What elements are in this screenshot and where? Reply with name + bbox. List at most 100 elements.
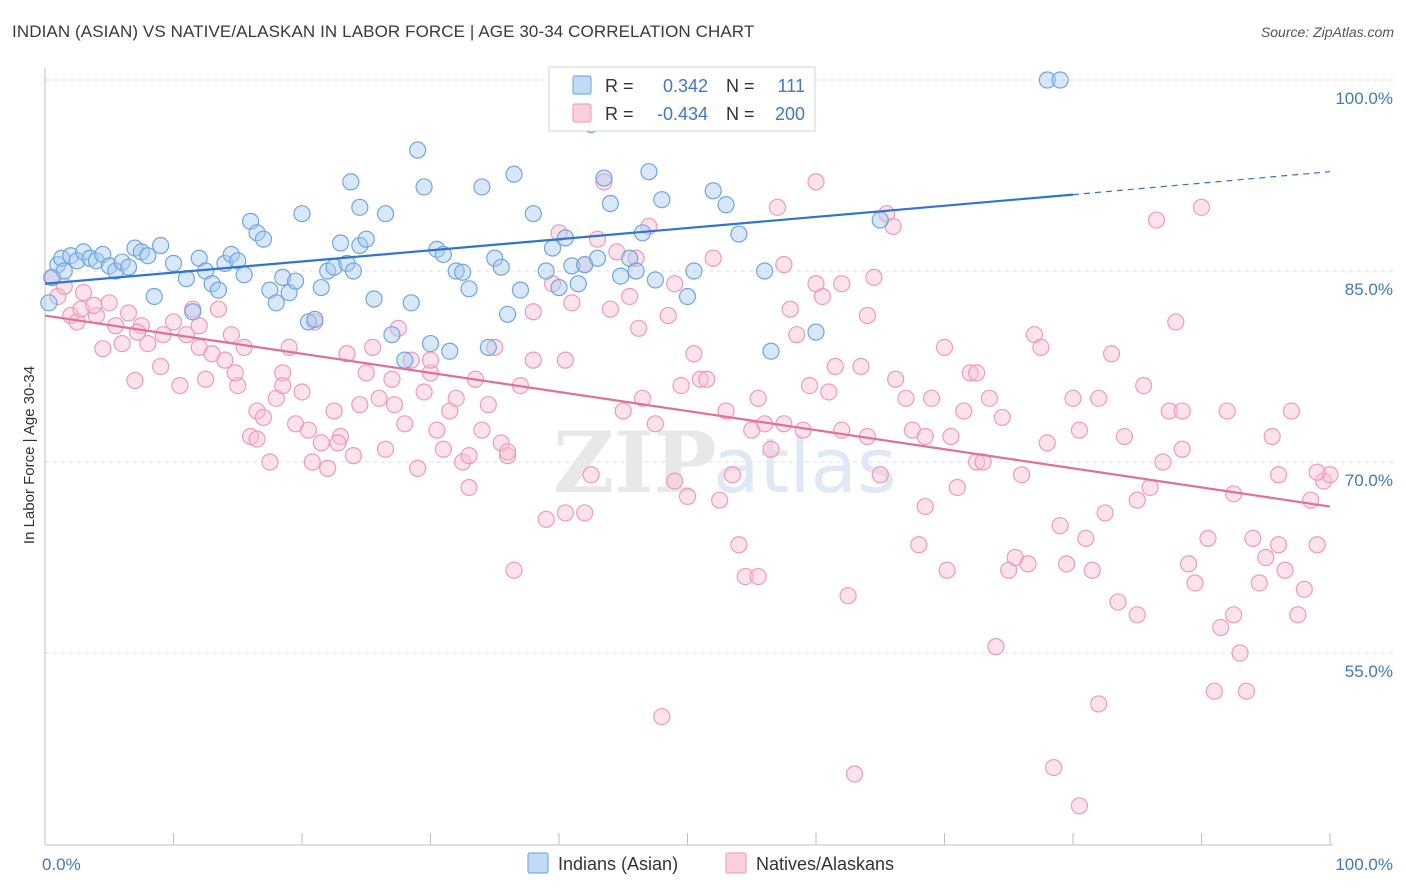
native-point (1141, 478, 1159, 497)
indian-point (396, 351, 414, 369)
native-point (499, 447, 517, 465)
indian-point (505, 165, 523, 183)
native-point (1212, 618, 1230, 637)
native-point (1135, 377, 1153, 395)
native-point (942, 427, 960, 446)
watermark-atlas: atlas (713, 421, 897, 510)
native-point (601, 300, 620, 318)
native-point (1173, 440, 1191, 458)
native-point (588, 230, 607, 248)
native-point (666, 472, 684, 490)
native-point (72, 300, 90, 318)
legend-swatch-indians (572, 75, 592, 95)
indian-point (55, 262, 73, 280)
native-point (402, 351, 420, 369)
series-indians-points (40, 71, 1069, 369)
native-point (865, 268, 883, 286)
series-natives-points (42, 173, 1339, 815)
native-point (887, 370, 905, 388)
native-point (1077, 529, 1095, 548)
indian-point (563, 257, 581, 275)
native-point (646, 415, 664, 433)
y-tick-labels: 55.0% 70.0% 85.0% 100.0% (1335, 89, 1393, 681)
indian-point (678, 287, 697, 306)
trend-line-natives (44, 314, 1331, 508)
native-point (807, 275, 825, 293)
native-point (344, 447, 362, 465)
legend-r-label-natives: R = (605, 104, 634, 124)
indian-point (267, 294, 285, 312)
native-point (659, 306, 677, 325)
native-point (1205, 682, 1223, 700)
indian-point (447, 262, 465, 280)
native-point (704, 249, 722, 267)
indian-point (473, 178, 491, 196)
native-point (672, 377, 690, 395)
bottom-legend-swatch-natives[interactable] (725, 852, 747, 874)
native-point (152, 357, 170, 376)
indian-point (755, 262, 774, 280)
native-point (1250, 574, 1268, 592)
native-point (235, 338, 253, 356)
native-point (595, 173, 613, 191)
native-point (190, 317, 208, 335)
native-point (299, 421, 318, 439)
native-point (85, 296, 103, 314)
native-point (171, 377, 189, 395)
native-point (1186, 574, 1204, 592)
native-point (139, 334, 157, 353)
y-tick-label: 100.0% (1335, 89, 1393, 108)
native-point (216, 351, 234, 369)
indian-point (653, 191, 671, 209)
native-point (460, 478, 478, 497)
native-point (576, 504, 594, 522)
native-point (630, 319, 648, 337)
y-tick-label: 55.0% (1345, 662, 1393, 681)
native-point (421, 351, 440, 369)
bottom-legend-label-indians[interactable]: Indians (Asian) (558, 854, 678, 874)
bottom-legend-label-natives[interactable]: Natives/Alaskans (756, 854, 894, 874)
x-tick-label-max: 100.0% (1335, 855, 1393, 874)
indian-point (612, 267, 630, 285)
native-point (897, 389, 915, 407)
watermark-zip: ZIP (553, 413, 717, 512)
native-point (222, 326, 240, 344)
native-point (338, 345, 356, 363)
native-point (1231, 644, 1249, 662)
legend-r-label-indians: R = (605, 76, 634, 96)
native-point (1045, 758, 1063, 777)
native-point (1064, 389, 1082, 407)
native-point (582, 466, 600, 484)
indian-point (74, 243, 93, 261)
native-point (1154, 453, 1172, 471)
native-point (364, 338, 382, 356)
native-point (1263, 427, 1281, 446)
native-point (627, 249, 645, 267)
native-point (1308, 463, 1326, 481)
chart-title: INDIAN (ASIAN) VS NATIVE/ALASKAN IN LABO… (12, 22, 755, 41)
native-point (685, 345, 703, 363)
native-point (762, 440, 780, 458)
indian-point (312, 278, 330, 297)
indian-point (762, 342, 780, 360)
native-point (229, 377, 247, 395)
indian-point (550, 278, 568, 297)
legend-r-value-natives: -0.434 (657, 104, 708, 124)
native-point (1051, 517, 1069, 535)
native-point (1269, 536, 1288, 554)
native-point (1090, 389, 1108, 407)
native-point (781, 300, 799, 318)
native-point (1314, 472, 1333, 490)
indian-point (274, 268, 292, 286)
native-point (1012, 466, 1031, 484)
native-point (1160, 402, 1178, 420)
native-point (993, 408, 1011, 427)
bottom-legend-swatch-indians[interactable] (527, 852, 549, 874)
native-point (736, 567, 754, 586)
indian-point (871, 211, 889, 229)
native-point (434, 440, 452, 458)
native-point (935, 338, 954, 356)
indian-point (344, 262, 362, 280)
indian-point (357, 230, 375, 248)
